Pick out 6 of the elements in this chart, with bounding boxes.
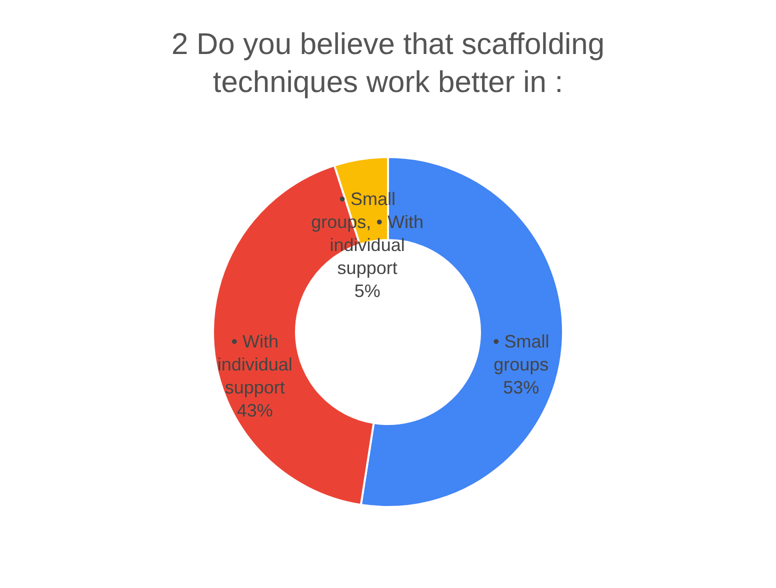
data-label: 43%: [236, 400, 273, 420]
slice-label: • With individual support: [217, 331, 292, 398]
data-label: 5%: [354, 281, 380, 302]
data-label: 53%: [503, 377, 540, 398]
slice-label: • Small groups: [492, 331, 550, 374]
chart-title: 2 Do you believe that scaffolding techniques work better in :: [171, 28, 605, 99]
